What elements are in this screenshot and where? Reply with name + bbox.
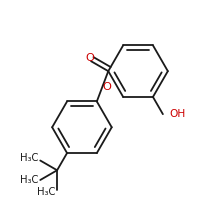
Text: O: O: [102, 82, 111, 92]
Text: H₃C: H₃C: [20, 175, 38, 185]
Text: H₃C: H₃C: [37, 187, 55, 197]
Text: O: O: [85, 53, 94, 63]
Text: H₃C: H₃C: [20, 153, 38, 163]
Text: OH: OH: [169, 109, 186, 119]
